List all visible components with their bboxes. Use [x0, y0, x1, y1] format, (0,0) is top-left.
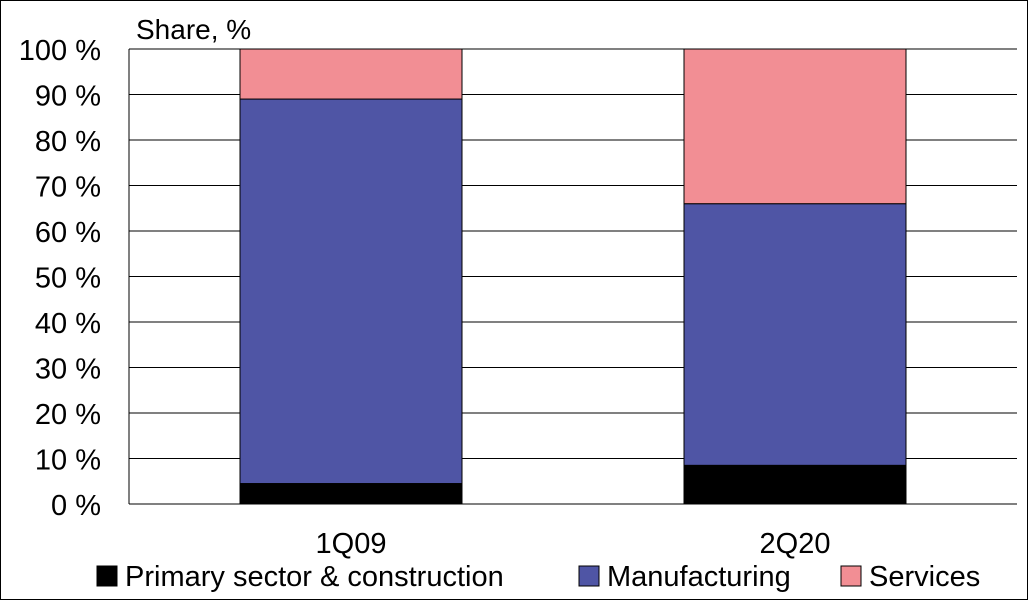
legend: Primary sector & construction Manufacturi…: [96, 561, 980, 593]
y-tick-label: 30 %: [35, 354, 101, 386]
bar-manufacturing-1q09: [239, 98, 463, 485]
legend-swatch: [840, 565, 862, 587]
y-tick-label: 90 %: [35, 81, 101, 113]
bar-manufacturing-2q20: [683, 203, 907, 466]
y-tick-label: 0 %: [51, 490, 101, 522]
legend-label: Services: [869, 561, 980, 593]
x-category-labels: 1Q09 2Q20: [316, 528, 831, 560]
y-tick-label: 100 %: [19, 35, 101, 67]
x-category-label: 1Q09: [316, 528, 387, 560]
bar-services-1q09: [239, 48, 463, 100]
legend-label: Manufacturing: [607, 561, 791, 593]
x-category-label: 2Q20: [760, 528, 831, 560]
bars: [239, 48, 907, 505]
legend-swatch: [578, 565, 600, 587]
y-tick-label: 20 %: [35, 399, 101, 431]
bar-primary-sector-construction-1q09: [239, 483, 463, 505]
y-tick-labels: 0 % 10 % 20 % 30 % 40 % 50 % 60 % 70 % 80 % 90 % 1…: [19, 35, 101, 522]
y-tick-label: 60 %: [35, 217, 101, 249]
y-axis-label: Share, %: [136, 14, 251, 45]
y-tick-label: 50 %: [35, 263, 101, 295]
legend-swatch: [96, 565, 118, 587]
legend-label: Primary sector & construction: [125, 561, 504, 593]
y-tick-label: 80 %: [35, 126, 101, 158]
y-tick-label: 40 %: [35, 308, 101, 340]
y-tick-label: 10 %: [35, 445, 101, 477]
bar-primary-sector-construction-2q20: [683, 464, 907, 505]
bar-services-2q20: [683, 48, 907, 205]
y-tick-label: 70 %: [35, 172, 101, 204]
